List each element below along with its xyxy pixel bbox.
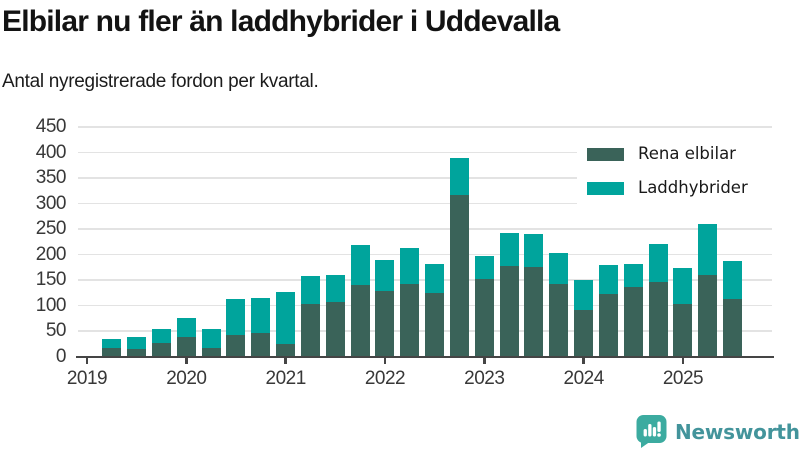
x-tick-label: 2021 <box>265 367 307 389</box>
legend: Rena elbilar Laddhybrider <box>577 136 788 207</box>
bar-segment-electric-2022-Q4 <box>449 194 469 357</box>
gridline <box>78 330 772 332</box>
legend-label-electric: Rena elbilar <box>638 144 736 163</box>
legend-swatch-hybrid <box>587 181 624 195</box>
bar-segment-hybrid-2022-Q1 <box>375 259 395 292</box>
bar-segment-hybrid-2024-Q1 <box>574 280 594 311</box>
bar-segment-electric-2019-Q3 <box>127 349 147 357</box>
x-tick <box>483 358 486 364</box>
x-tick <box>284 358 287 364</box>
x-tick-label: 2022 <box>364 367 406 389</box>
bar-segment-hybrid-2021-Q2 <box>300 276 320 305</box>
bar-segment-electric-2024-Q1 <box>574 310 594 357</box>
bar-segment-hybrid-2019-Q3 <box>127 336 147 350</box>
bar-segment-hybrid-2025-Q1 <box>673 267 693 305</box>
bar-segment-hybrid-2020-Q2 <box>201 329 221 348</box>
bar-segment-electric-2022-Q1 <box>375 291 395 357</box>
bar-segment-electric-2020-Q4 <box>251 333 271 357</box>
bar-segment-electric-2025-Q1 <box>673 304 693 357</box>
bar-segment-electric-2020-Q1 <box>176 337 196 357</box>
newsworthy-bubble-icon <box>636 415 667 448</box>
gridline <box>78 202 772 205</box>
bar-segment-electric-2023-Q3 <box>524 267 544 357</box>
bar-segment-hybrid-2019-Q4 <box>151 329 171 344</box>
bar-segment-electric-2024-Q3 <box>623 287 643 357</box>
gridline <box>78 177 772 179</box>
bar-segment-hybrid-2025-Q2 <box>698 223 718 275</box>
x-tick-label: 2024 <box>563 367 605 389</box>
bar-segment-electric-2019-Q2 <box>102 347 122 357</box>
bar-segment-hybrid-2020-Q3 <box>226 299 246 335</box>
y-tick-label: 250 <box>35 218 67 239</box>
bar-segment-electric-2020-Q3 <box>226 334 246 357</box>
bar-segment-electric-2021-Q1 <box>276 343 296 357</box>
gridline <box>78 126 772 128</box>
y-tick-label: 300 <box>35 192 67 214</box>
y-tick-label: 50 <box>45 320 67 341</box>
gridline <box>78 304 772 307</box>
x-tick <box>185 358 188 364</box>
bar-segment-hybrid-2020-Q4 <box>251 297 271 334</box>
bar-segment-electric-2020-Q2 <box>201 347 221 357</box>
y-tick-label: 350 <box>35 167 67 188</box>
bar-segment-hybrid-2023-Q2 <box>499 233 519 267</box>
gridline <box>78 279 772 281</box>
bar-segment-electric-2025-Q3 <box>723 299 743 357</box>
bar-segment-hybrid-2023-Q4 <box>549 252 569 284</box>
bar-segment-hybrid-2024-Q2 <box>598 265 618 294</box>
y-tick-label: 400 <box>35 141 67 163</box>
bar-segment-hybrid-2021-Q4 <box>350 244 370 285</box>
legend-item-electric: Rena elbilar <box>587 144 778 164</box>
bar-segment-hybrid-2024-Q3 <box>623 264 643 288</box>
legend-swatch-electric <box>587 147 624 161</box>
bar-segment-hybrid-2022-Q3 <box>425 264 445 293</box>
bar-segment-hybrid-2024-Q4 <box>648 244 668 282</box>
x-tick-label: 2023 <box>464 367 505 389</box>
x-tick-label: 2020 <box>166 367 207 389</box>
bar-segment-hybrid-2020-Q1 <box>176 318 196 338</box>
gridline <box>78 253 772 256</box>
y-tick-label: 200 <box>35 243 67 265</box>
y-tick-label: 150 <box>35 269 67 290</box>
x-tick <box>383 358 387 364</box>
gridline <box>78 228 772 230</box>
bar-segment-hybrid-2025-Q3 <box>723 260 743 300</box>
bar-segment-electric-2023-Q4 <box>549 283 569 357</box>
legend-item-hybrid: Laddhybrider <box>587 178 778 198</box>
x-axis-line <box>76 355 774 358</box>
y-tick-label: 450 <box>35 116 67 137</box>
bar-segment-electric-2022-Q2 <box>400 283 420 357</box>
bar-segment-hybrid-2022-Q2 <box>400 247 420 284</box>
x-tick <box>681 358 685 364</box>
bar-segment-electric-2021-Q4 <box>350 284 370 357</box>
bar-segment-electric-2022-Q3 <box>425 292 445 357</box>
x-tick-label: 2025 <box>662 367 704 389</box>
y-tick-label: 100 <box>35 294 67 316</box>
bar-segment-hybrid-2022-Q4 <box>449 157 469 195</box>
bar-segment-electric-2023-Q2 <box>499 266 519 357</box>
bar-segment-hybrid-2021-Q1 <box>276 292 296 344</box>
bar-segment-hybrid-2023-Q1 <box>474 256 494 280</box>
bar-segment-electric-2019-Q4 <box>151 343 171 357</box>
chart-subtitle: Antal nyregistrerade fordon per kvartal. <box>2 71 319 92</box>
bar-segment-electric-2024-Q2 <box>598 293 618 357</box>
bar-segment-electric-2025-Q2 <box>698 274 718 357</box>
y-tick-label: 0 <box>55 345 67 367</box>
bar-segment-electric-2023-Q1 <box>474 279 494 357</box>
chart-title: Elbilar nu fler än laddhybrider i Uddeva… <box>2 5 560 38</box>
bar-segment-hybrid-2019-Q2 <box>102 339 122 348</box>
bar-segment-hybrid-2023-Q3 <box>524 234 544 268</box>
bar-segment-hybrid-2021-Q3 <box>325 274 345 302</box>
x-tick <box>582 358 585 364</box>
x-tick-label: 2019 <box>66 367 108 389</box>
bar-segment-electric-2021-Q2 <box>300 304 320 357</box>
bar-segment-electric-2021-Q3 <box>325 301 345 357</box>
x-tick <box>85 358 89 364</box>
legend-label-hybrid: Laddhybrider <box>638 178 748 197</box>
gridline <box>78 151 772 154</box>
newsworthy-wordmark: Newsworthy <box>675 419 800 444</box>
bar-segment-electric-2024-Q4 <box>648 281 668 357</box>
newsworthy-logo[interactable]: Newsworthy <box>636 414 800 449</box>
